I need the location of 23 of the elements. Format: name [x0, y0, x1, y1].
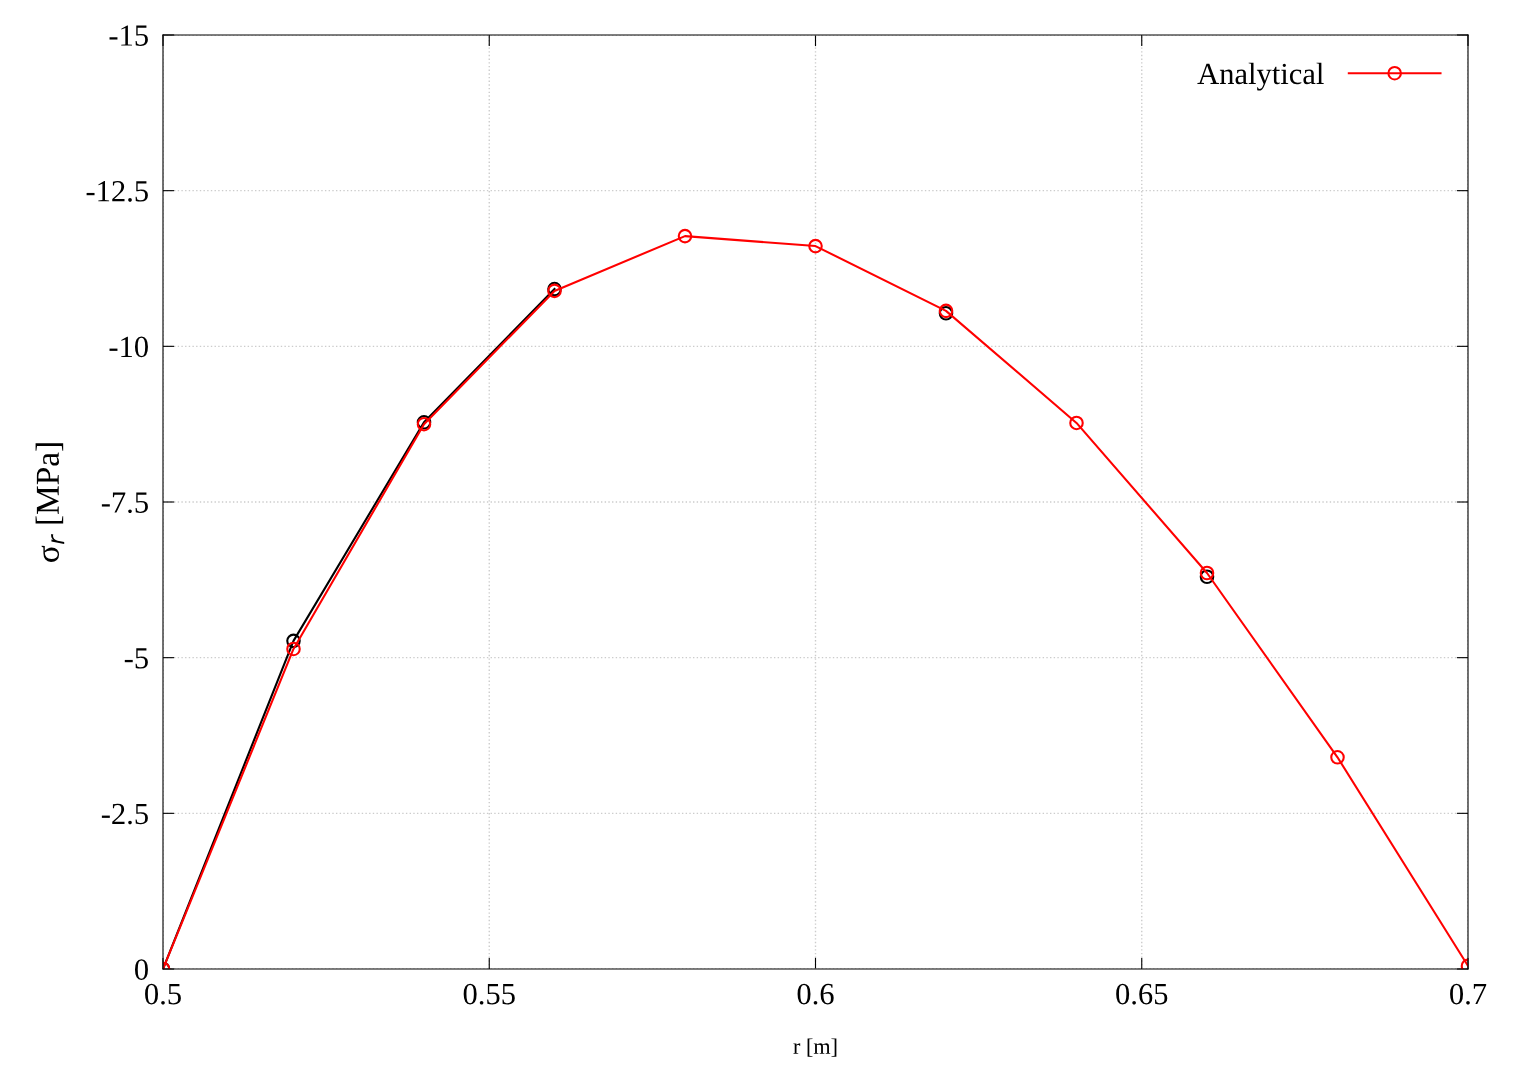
point: [286, 633, 301, 649]
x-tick-label: 0.55: [463, 983, 515, 1005]
x-axis-title: r [m]: [793, 1038, 837, 1057]
legend-label: Analytical: [1197, 62, 1324, 91]
y-tick-label: -15: [109, 25, 148, 46]
y-tick-label: -2.5: [101, 803, 148, 825]
x-tick-label: 0.6: [797, 983, 834, 1005]
y-tick-label: -10: [109, 336, 148, 358]
point: [1199, 569, 1215, 585]
y-tick-label: -5: [124, 648, 148, 669]
x-tick-label: 0.7: [1450, 983, 1487, 1005]
point: [1069, 415, 1084, 431]
point: [286, 641, 301, 657]
x-tick-label: 0.5: [145, 983, 181, 1005]
x-tick-label: 0.65: [1116, 983, 1168, 1005]
point: [677, 228, 693, 244]
y-axis-title: σ$_{r}$ [MPa]: [35, 443, 65, 562]
y-tick-label: -12.5: [86, 181, 148, 202]
point: [808, 238, 823, 254]
y-tick-label: -7.5: [101, 492, 148, 514]
y-tick-label: 0: [135, 959, 148, 980]
point: [1199, 565, 1215, 581]
point: [1330, 750, 1345, 765]
